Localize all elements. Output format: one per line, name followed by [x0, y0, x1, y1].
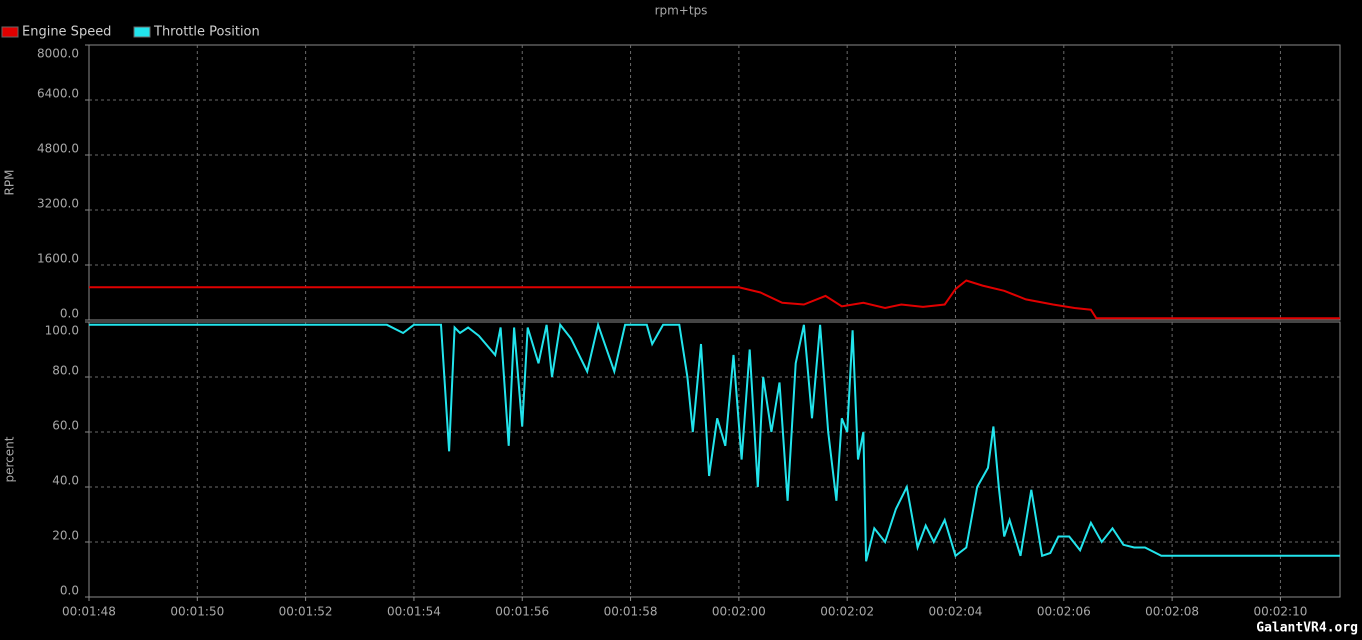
y-tick-label: 40.0 — [52, 474, 79, 488]
legend-label: Engine Speed — [22, 25, 111, 40]
x-tick-label: 00:02:00 — [712, 605, 766, 619]
plot-frame — [88, 321, 1341, 598]
x-tick-label: 00:02:08 — [1145, 605, 1199, 619]
y-axis-label: RPM — [3, 170, 17, 196]
y-tick-label: 20.0 — [52, 529, 79, 543]
y-tick-label: 4800.0 — [37, 142, 79, 156]
x-tick-label: 00:01:52 — [279, 605, 333, 619]
y-tick-label: 8000.0 — [37, 47, 79, 61]
chart-title: rpm+tps — [655, 4, 708, 18]
legend-swatch — [1, 26, 19, 38]
y-tick-label: 100.0 — [45, 324, 79, 338]
x-tick-label: 00:01:48 — [62, 605, 116, 619]
x-tick-label: 00:02:02 — [820, 605, 874, 619]
y-tick-label: 6400.0 — [37, 87, 79, 101]
x-tick-label: 00:02:06 — [1037, 605, 1091, 619]
x-tick-label: 00:01:56 — [495, 605, 549, 619]
y-tick-label: 0.0 — [60, 584, 79, 598]
watermark: GalantVR4.org — [1256, 621, 1358, 636]
x-tick-label: 00:02:04 — [929, 605, 983, 619]
plot-frame — [88, 44, 1341, 321]
y-tick-label: 80.0 — [52, 364, 79, 378]
x-tick-label: 00:02:10 — [1253, 605, 1307, 619]
x-tick-label: 00:01:58 — [604, 605, 658, 619]
y-tick-label: 0.0 — [60, 307, 79, 321]
legend-label: Throttle Position — [153, 25, 260, 40]
data-line — [89, 321, 1340, 562]
x-tick-label: 00:01:50 — [170, 605, 224, 619]
y-axis-label: percent — [3, 436, 17, 482]
x-tick-label: 00:01:54 — [387, 605, 441, 619]
y-tick-label: 1600.0 — [37, 252, 79, 266]
y-tick-label: 60.0 — [52, 419, 79, 433]
y-tick-label: 3200.0 — [37, 197, 79, 211]
data-line — [89, 279, 1340, 320]
legend-swatch — [133, 26, 151, 38]
